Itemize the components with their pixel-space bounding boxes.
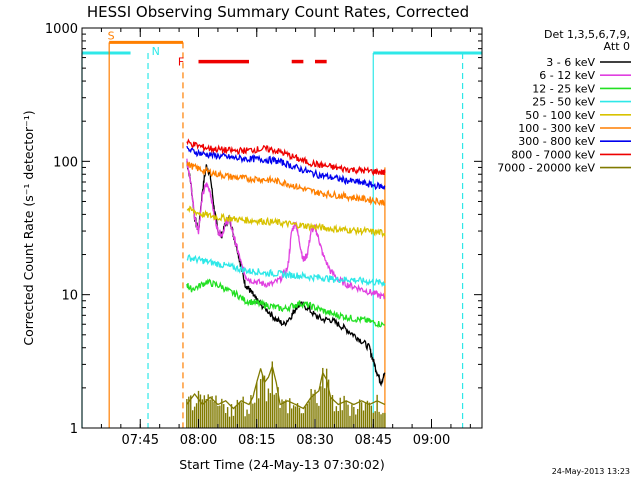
axes: 1 10 100 1000 07:45 08:00 08:15 08:30 08:45 09:00	[45, 22, 483, 448]
x-tick-label: 08:45	[355, 433, 392, 448]
series-line-4	[186, 253, 386, 288]
series-group	[186, 138, 386, 428]
legend-entry-label: 100 - 300 keV	[518, 122, 595, 135]
series-line-5	[186, 205, 386, 239]
legend-entry-label: 25 - 50 keV	[532, 96, 595, 109]
chart-title: HESSI Observing Summary Count Rates, Cor…	[87, 3, 469, 21]
x-tick-label: 09:00	[413, 433, 450, 448]
legend-entry-label: 50 - 100 keV	[525, 109, 595, 122]
legend-entry-label: 12 - 25 keV	[532, 82, 595, 95]
legend-entry-label: 3 - 6 keV	[546, 56, 595, 69]
x-tick-label: 07:45	[122, 433, 159, 448]
y-tick-label: 100	[53, 155, 78, 170]
series-line-8	[186, 138, 386, 177]
x-tick-label: 08:30	[296, 433, 333, 448]
marker-f-label: F	[178, 56, 184, 69]
legend-entry-label: 6 - 12 keV	[539, 69, 595, 82]
plot-frame	[81, 27, 483, 429]
legend-header-detectors: Det 1,3,5,6,7,9,	[544, 28, 630, 41]
marker-n-label: N	[152, 45, 160, 58]
x-tick-label: 08:00	[180, 433, 217, 448]
series-line-3	[186, 278, 386, 329]
y-tick-label: 10	[61, 289, 78, 304]
x-tick-label: 08:15	[238, 433, 275, 448]
y-tick-label: 1	[70, 422, 78, 437]
x-axis-label: Start Time (24-May-13 07:30:02)	[179, 457, 384, 472]
legend-entry-label: 300 - 800 keV	[518, 135, 595, 148]
footer-timestamp: 24-May-2013 13:23	[552, 467, 630, 476]
legend-entry-label: 800 - 7000 keV	[511, 148, 595, 161]
y-axis-label: Corrected Count Rate (s⁻¹ detector⁻¹)	[21, 110, 36, 345]
marker-s-label: S	[108, 29, 115, 42]
annotation-markers: S N F	[81, 29, 482, 428]
legend-entry-label: 7000 - 20000 keV	[497, 162, 595, 175]
y-tick-label: 1000	[45, 22, 78, 37]
series-line-6	[186, 161, 386, 206]
series-line-7	[186, 145, 386, 191]
legend-header-attenuator: Att 0	[604, 40, 630, 53]
